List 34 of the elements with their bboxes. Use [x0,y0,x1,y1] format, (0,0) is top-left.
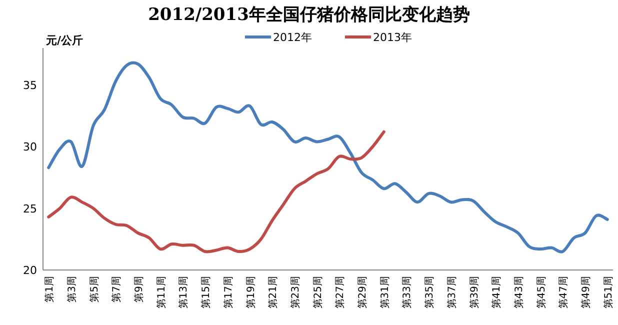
y-tick-label: 35 [23,79,37,92]
x-tick-label: 第19周 [244,276,257,309]
x-tick-label: 第21周 [267,276,280,309]
x-tick-label: 第9周 [133,276,145,302]
x-tick-label: 第35周 [424,276,436,309]
y-tick-label: 20 [23,264,37,277]
legend-label: 2013年 [373,31,412,44]
x-tick-label: 第43周 [513,276,525,309]
y-axis-title: 元/公斤 [45,34,84,47]
x-tick-label: 第25周 [312,276,324,309]
x-tick-label: 第49周 [580,276,592,309]
x-tick-label: 第27周 [334,276,346,309]
x-tick-label: 第47周 [558,276,570,309]
x-tick-label: 第23周 [289,276,302,309]
y-tick-label: 25 [23,202,37,216]
x-tick-label: 第3周 [66,276,78,302]
x-tick-label: 第33周 [401,276,414,309]
legend-label: 2012年 [273,31,312,44]
x-tick-label: 第13周 [178,276,190,309]
x-tick-label: 第17周 [222,276,234,309]
x-tick-label: 第1周 [44,276,56,302]
x-tick-label: 第37周 [446,276,458,309]
x-tick-label: 第45周 [535,276,548,309]
x-tick-label: 第31周 [378,276,391,309]
x-tick-label: 第41周 [490,276,503,309]
x-tick-label: 第51周 [602,276,614,309]
x-tick-label: 第5周 [88,276,100,302]
x-tick-label: 第15周 [200,276,212,309]
x-tick-label: 第39周 [468,276,480,309]
x-tick-label: 第11周 [155,276,168,309]
x-tick-label: 第29周 [356,276,369,309]
x-tick-label: 第7周 [110,276,123,302]
chart-title: 2012/2013年全国仔猪价格同比变化趋势 [148,5,470,25]
y-tick-label: 30 [23,140,37,154]
